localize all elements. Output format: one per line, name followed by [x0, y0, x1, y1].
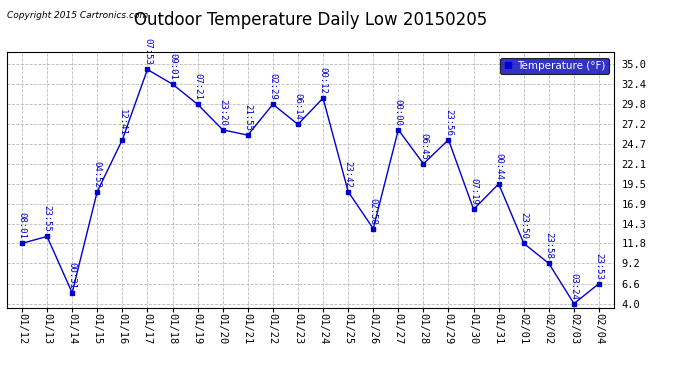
Text: 23:20: 23:20 [218, 99, 227, 126]
Text: 07:53: 07:53 [143, 39, 152, 65]
Text: 09:01: 09:01 [168, 53, 177, 80]
Text: 21:55: 21:55 [244, 104, 253, 131]
Legend: Temperature (°F): Temperature (°F) [500, 58, 609, 74]
Text: Outdoor Temperature Daily Low 20150205: Outdoor Temperature Daily Low 20150205 [134, 11, 487, 29]
Text: 23:56: 23:56 [444, 109, 453, 136]
Text: 07:19: 07:19 [469, 178, 478, 205]
Text: 23:42: 23:42 [344, 160, 353, 188]
Text: 08:01: 08:01 [17, 212, 26, 239]
Text: 23:53: 23:53 [595, 252, 604, 279]
Text: 02:58: 02:58 [368, 198, 377, 225]
Text: 23:55: 23:55 [43, 206, 52, 232]
Text: 00:31: 00:31 [68, 262, 77, 289]
Text: 00:00: 00:00 [394, 99, 403, 126]
Text: 02:29: 02:29 [268, 73, 277, 100]
Text: 00:12: 00:12 [319, 67, 328, 94]
Text: 06:14: 06:14 [293, 93, 302, 120]
Text: 04:52: 04:52 [92, 160, 101, 188]
Text: 00:44: 00:44 [494, 153, 503, 180]
Text: 07:21: 07:21 [193, 73, 202, 100]
Text: 23:58: 23:58 [544, 232, 553, 259]
Text: 03:24: 03:24 [569, 273, 578, 300]
Text: Copyright 2015 Cartronics.com: Copyright 2015 Cartronics.com [7, 11, 148, 20]
Text: 12:41: 12:41 [118, 109, 127, 136]
Text: 06:45: 06:45 [419, 133, 428, 160]
Text: 23:50: 23:50 [520, 212, 529, 239]
